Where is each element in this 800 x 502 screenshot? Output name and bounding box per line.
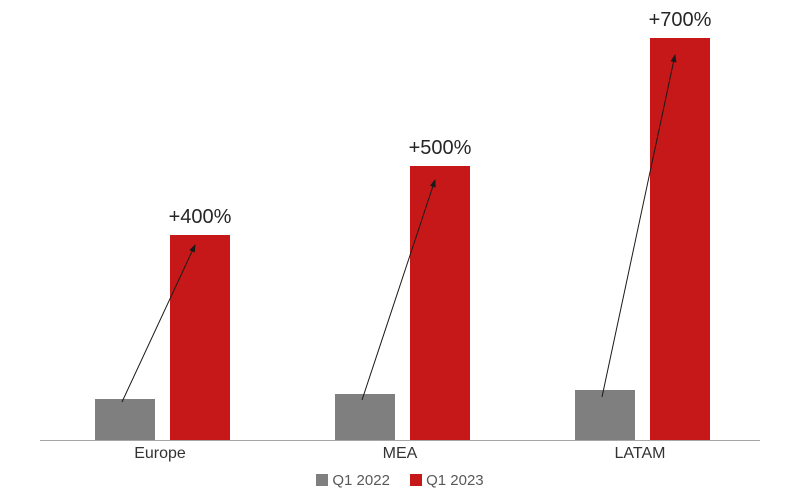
- legend-item-q1-2022: Q1 2022: [316, 472, 390, 489]
- growth-label-latam: +700%: [630, 9, 730, 32]
- legend-swatch-q1-2023: [410, 474, 422, 486]
- plot-area: +400% +500% +700%: [40, 20, 760, 441]
- legend-item-q1-2023: Q1 2023: [410, 472, 484, 489]
- category-label-mea: MEA: [280, 445, 520, 463]
- legend-label-q1-2022: Q1 2022: [332, 472, 390, 489]
- growth-label-europe: +400%: [150, 206, 250, 229]
- growth-bar-chart: +400% +500% +700% Europe MEA LATAM: [0, 0, 800, 502]
- bar-group-latam: +700%: [520, 20, 760, 440]
- bar-europe-q1-2022: [95, 399, 155, 440]
- bar-latam-q1-2023: [650, 38, 710, 440]
- bar-latam-q1-2022: [575, 390, 635, 440]
- bar-group-mea: +500%: [280, 20, 520, 440]
- category-label-europe: Europe: [40, 445, 280, 463]
- bar-mea-q1-2022: [335, 394, 395, 440]
- bar-mea-q1-2023: [410, 166, 470, 440]
- legend-swatch-q1-2022: [316, 474, 328, 486]
- category-label-latam: LATAM: [520, 445, 760, 463]
- legend-label-q1-2023: Q1 2023: [426, 472, 484, 489]
- bar-europe-q1-2023: [170, 235, 230, 440]
- legend: Q1 2022 Q1 2023: [0, 472, 800, 489]
- growth-label-mea: +500%: [390, 137, 490, 160]
- bar-group-europe: +400%: [40, 20, 280, 440]
